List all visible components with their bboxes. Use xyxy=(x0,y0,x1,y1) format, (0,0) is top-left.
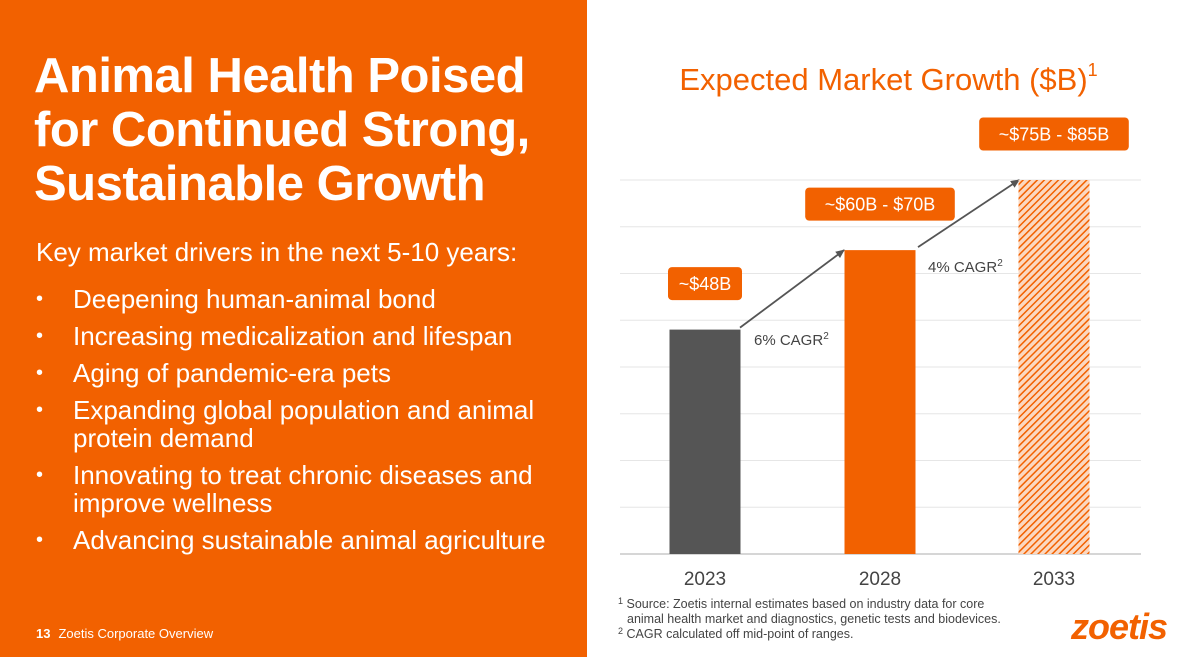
title-line: for Continued Strong, xyxy=(34,103,530,157)
growth-arrow-2 xyxy=(917,179,1020,248)
list-item-text: Expanding global population and animal p… xyxy=(73,395,535,453)
data-label: ~$60B - $70B xyxy=(825,195,936,215)
tick-label-2023: 2023 xyxy=(684,569,726,590)
list-item-text: Advancing sustainable animal agriculture xyxy=(73,525,546,555)
chart-title: Expected Market Growth ($B)1 xyxy=(600,60,1177,100)
bullet-icon: • xyxy=(36,325,44,347)
footnote-1: 1 Source: Zoetis internal estimates base… xyxy=(618,597,1001,612)
list-item-text: Deepening human-animal bond xyxy=(73,284,436,314)
footer-text: Zoetis Corporate Overview xyxy=(58,626,214,641)
left-panel: Animal Health Poised for Continued Stron… xyxy=(0,0,587,657)
drivers-subtitle: Key market drivers in the next 5-10 year… xyxy=(36,237,518,267)
list-item-text: Aging of pandemic-era pets xyxy=(73,358,391,388)
bullet-icon: • xyxy=(36,464,44,486)
bullet-icon: • xyxy=(36,288,44,310)
growth-arrow-1 xyxy=(739,249,845,329)
bar-2033 xyxy=(1018,180,1090,554)
tick-label-2028: 2028 xyxy=(859,569,901,590)
footnote-marker: 1 xyxy=(618,596,624,606)
page-title: Animal Health Poised for Continued Stron… xyxy=(34,49,574,211)
cagr-footnote-marker: 2 xyxy=(997,258,1003,269)
data-label-badge xyxy=(805,187,955,221)
data-label: ~$48B xyxy=(679,274,732,294)
bar-2028 xyxy=(844,250,916,554)
footnote-2: 2 CAGR calculated off mid-point of range… xyxy=(618,627,1001,642)
tick-label-2033: 2033 xyxy=(1033,569,1075,590)
chart-title-footnote-marker: 1 xyxy=(1087,60,1098,80)
zoetis-logo: zoetis xyxy=(1071,606,1168,647)
bullet-icon: • xyxy=(36,399,44,421)
list-item: • Increasing medicalization and lifespan xyxy=(36,322,566,350)
page-number: 13 xyxy=(36,626,51,641)
list-item-text: Innovating to treat chronic diseases and… xyxy=(73,460,533,518)
data-label: ~$75B - $85B xyxy=(999,125,1110,145)
title-line: Sustainable Growth xyxy=(34,157,486,211)
list-item: • Deepening human-animal bond xyxy=(36,285,566,313)
list-item: • Expanding global population and animal … xyxy=(36,396,566,452)
slide-footer: 13 Zoetis Corporate Overview xyxy=(36,626,213,642)
list-item: • Innovating to treat chronic diseases an… xyxy=(36,461,566,517)
drivers-list: • Deepening human-animal bond • Increasing… xyxy=(36,285,566,563)
data-label-badge xyxy=(668,267,742,301)
bullet-icon: • xyxy=(36,362,44,384)
cagr-footnote-marker: 2 xyxy=(823,331,829,342)
title-line: Animal Health Poised xyxy=(34,49,526,103)
list-item: • Aging of pandemic-era pets xyxy=(36,359,566,387)
list-item-text: Increasing medicalization and lifespan xyxy=(73,321,513,351)
cagr-annotation: 6% CAGR2 xyxy=(754,331,829,349)
list-item: • Advancing sustainable animal agricultur… xyxy=(36,526,566,554)
data-label-badge xyxy=(979,117,1129,151)
cagr-annotation-text: 6% CAGR xyxy=(754,332,823,349)
footnote-text: CAGR calculated off mid-point of ranges. xyxy=(626,627,854,641)
footnote-1-continued: animal health market and diagnostics, ge… xyxy=(627,612,1001,626)
chart-footnotes: 1 Source: Zoetis internal estimates base… xyxy=(618,597,1001,642)
bar-2023 xyxy=(669,329,741,554)
cagr-annotation-text: 4% CAGR xyxy=(928,259,997,276)
footnote-text: Source: Zoetis internal estimates based … xyxy=(626,597,985,611)
bullet-icon: • xyxy=(36,529,44,551)
footnote-marker: 2 xyxy=(618,626,624,636)
chart-title-text: Expected Market Growth ($B) xyxy=(679,62,1088,97)
cagr-annotation: 4% CAGR2 xyxy=(928,258,1003,276)
